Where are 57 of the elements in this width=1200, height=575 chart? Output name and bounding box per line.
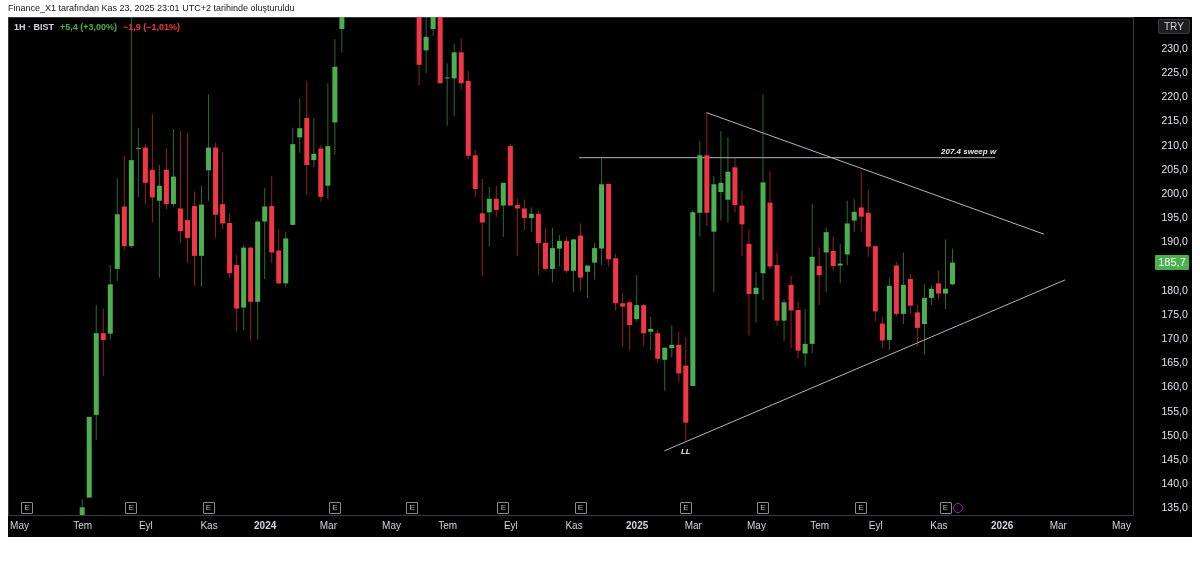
annotation: LL bbox=[680, 446, 691, 456]
x-tick-label: Mar bbox=[319, 519, 338, 531]
annotation: E bbox=[125, 502, 138, 514]
x-tick-label: Eyl bbox=[868, 519, 883, 531]
x-tick-label: May bbox=[1112, 519, 1131, 531]
y-tick-label: 200,0 bbox=[1161, 186, 1188, 199]
annotation: −1,9 (−1,01%) bbox=[123, 22, 181, 32]
y-tick-label: 225,0 bbox=[1161, 66, 1188, 79]
annotation: E bbox=[855, 502, 868, 514]
x-tick-label: Eyl bbox=[138, 519, 153, 531]
annotation: E bbox=[202, 502, 215, 514]
y-tick-label: 190,0 bbox=[1161, 235, 1188, 248]
y-tick-label: 160,0 bbox=[1161, 380, 1188, 393]
annotation: +5,4 (+3,00%) bbox=[60, 22, 118, 32]
y-tick-label: 195,0 bbox=[1161, 211, 1188, 224]
annotation: E bbox=[939, 502, 952, 514]
text: Finance_X1 tarafından Kas 23, 2025 23:01 UTC+2 tarihinde oluşturuldu bbox=[8, 3, 295, 13]
x-tick-label: May bbox=[747, 519, 766, 531]
annotation: E bbox=[328, 502, 341, 514]
x-tick-label: Kas bbox=[930, 519, 948, 531]
x-tick-label: 2024 bbox=[254, 519, 277, 531]
y-tick-label: 170,0 bbox=[1161, 332, 1188, 345]
x-tick-label: Tem bbox=[73, 519, 93, 531]
y-tick-label: 175,0 bbox=[1161, 307, 1188, 320]
annotation: E bbox=[406, 502, 419, 514]
x-tick-label: Mar bbox=[1049, 519, 1068, 531]
x-tick-label: May bbox=[10, 519, 29, 531]
y-tick-label: 165,0 bbox=[1161, 356, 1188, 369]
y-tick-label: 230,0 bbox=[1161, 41, 1188, 54]
annotation: E bbox=[497, 502, 510, 514]
x-tick-label: 2026 bbox=[991, 519, 1014, 531]
y-tick-label: 215,0 bbox=[1161, 114, 1188, 127]
annotation: E bbox=[679, 502, 692, 514]
x-tick-label: Tem bbox=[438, 519, 458, 531]
annotation: E bbox=[757, 502, 769, 514]
y-tick-label: 140,0 bbox=[1161, 477, 1188, 490]
x-tick-label: Mar bbox=[684, 519, 703, 531]
y-tick-label: 155,0 bbox=[1161, 404, 1188, 417]
x-tick-label: May bbox=[382, 519, 401, 531]
x-tick-label: Kas bbox=[565, 519, 583, 531]
y-tick-label: 205,0 bbox=[1161, 162, 1188, 175]
x-tick-label: Kas bbox=[200, 519, 218, 531]
y-tick-label: 210,0 bbox=[1161, 138, 1188, 151]
annotation: E bbox=[21, 502, 34, 514]
x-tick-label: Eyl bbox=[503, 519, 518, 531]
x-tick-label: 2025 bbox=[626, 519, 649, 531]
y-tick-label: 220,0 bbox=[1161, 90, 1188, 103]
y-tick-label: 150,0 bbox=[1161, 428, 1188, 441]
y-tick-label: 135,0 bbox=[1161, 501, 1188, 514]
annotation: 207.4 sweep w bbox=[939, 146, 997, 156]
y-tick-label: 180,0 bbox=[1161, 283, 1188, 296]
text: TRY bbox=[1158, 19, 1190, 34]
y-tick-label: 145,0 bbox=[1161, 452, 1188, 465]
text: 1H · BIST bbox=[14, 22, 55, 32]
annotation: E bbox=[574, 502, 587, 514]
x-tick-label: Tem bbox=[810, 519, 830, 531]
text: 185,7 bbox=[1155, 255, 1189, 271]
